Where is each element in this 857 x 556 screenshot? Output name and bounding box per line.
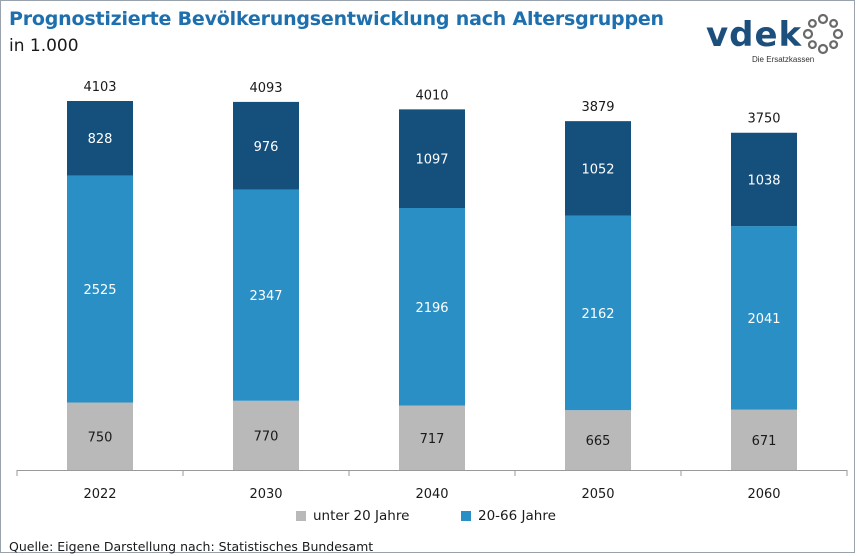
bar-segment-2050-1 bbox=[565, 215, 631, 411]
legend-label-20-66: 20-66 Jahre bbox=[478, 508, 556, 524]
x-tick-label-2050: 2050 bbox=[581, 487, 614, 502]
bar-segment-2050-2 bbox=[565, 121, 631, 216]
data-label-2040-0: 717 bbox=[420, 432, 445, 447]
x-tick-label-2060: 2060 bbox=[747, 487, 780, 502]
legend-swatch-under-20 bbox=[296, 511, 306, 521]
logo-ring-dot bbox=[817, 43, 829, 55]
data-label-2022-1: 2525 bbox=[83, 283, 116, 298]
bar-segment-2030-0 bbox=[233, 400, 299, 470]
bar-segment-2022-2 bbox=[67, 101, 133, 176]
bar-segment-2040-0 bbox=[399, 405, 465, 470]
data-label-2030-0: 770 bbox=[254, 429, 279, 444]
legend-item-20-66: 20-66 Jahre bbox=[461, 508, 556, 524]
bar-segment-2030-2 bbox=[233, 101, 299, 190]
total-label-2050: 3879 bbox=[581, 100, 614, 115]
chart-title: Prognostizierte Bevölkerungsentwicklung … bbox=[9, 8, 664, 30]
x-tick-label-2040: 2040 bbox=[415, 487, 448, 502]
bar-segment-2022-1 bbox=[67, 175, 133, 403]
bar-segment-2022-0 bbox=[67, 402, 133, 470]
logo-ring-dot bbox=[832, 28, 844, 40]
chart-legend: unter 20 Jahre 20-66 Jahre bbox=[1, 508, 857, 528]
logo-ring-icon bbox=[802, 13, 844, 55]
bar-segment-2050-0 bbox=[565, 410, 631, 470]
logo-tagline: Die Ersatzkassen bbox=[752, 55, 815, 64]
bar-segment-2030-1 bbox=[233, 189, 299, 401]
logo-ring-dot bbox=[829, 18, 839, 28]
logo-wordmark: vdek bbox=[706, 15, 803, 55]
data-label-2050-0: 665 bbox=[586, 434, 611, 449]
x-tick-label-2022: 2022 bbox=[83, 487, 116, 502]
logo-ring-dot bbox=[802, 28, 814, 40]
data-label-2040-1: 2196 bbox=[415, 301, 448, 316]
data-label-2040-2: 1097 bbox=[415, 153, 448, 168]
x-tick-label-2030: 2030 bbox=[249, 487, 282, 502]
logo-ring-dot bbox=[807, 40, 817, 50]
data-label-2030-1: 2347 bbox=[249, 289, 282, 304]
bar-segment-2040-1 bbox=[399, 208, 465, 406]
data-label-2060-1: 2041 bbox=[747, 312, 780, 327]
legend-swatch-20-66 bbox=[461, 511, 471, 521]
total-label-2060: 3750 bbox=[747, 112, 780, 127]
total-label-2022: 4103 bbox=[83, 80, 116, 95]
data-label-2060-0: 671 bbox=[752, 434, 777, 449]
total-label-2040: 4010 bbox=[415, 88, 448, 103]
bar-segment-2060-0 bbox=[731, 409, 797, 470]
total-label-2030: 4093 bbox=[249, 81, 282, 96]
vdek-logo: vdek Die Ersatzkassen bbox=[706, 11, 846, 67]
legend-item-under-20: unter 20 Jahre bbox=[296, 508, 409, 524]
chart-subtitle: in 1.000 bbox=[9, 36, 79, 56]
data-label-2030-2: 976 bbox=[254, 140, 279, 155]
logo-ring-dot bbox=[829, 40, 839, 50]
source-note: Quelle: Eigene Darstellung nach: Statist… bbox=[9, 539, 374, 554]
logo-ring-dot bbox=[817, 13, 829, 25]
data-label-2050-2: 1052 bbox=[581, 162, 614, 177]
bar-segment-2060-2 bbox=[731, 132, 797, 227]
data-label-2022-0: 750 bbox=[88, 430, 113, 445]
legend-label-under-20: unter 20 Jahre bbox=[313, 508, 410, 524]
bar-segment-2040-2 bbox=[399, 109, 465, 209]
data-label-2022-2: 828 bbox=[88, 132, 113, 147]
data-label-2060-2: 1038 bbox=[747, 173, 780, 188]
logo-ring-dot bbox=[807, 18, 817, 28]
bar-segment-2060-1 bbox=[731, 226, 797, 410]
data-label-2050-1: 2162 bbox=[581, 307, 614, 322]
